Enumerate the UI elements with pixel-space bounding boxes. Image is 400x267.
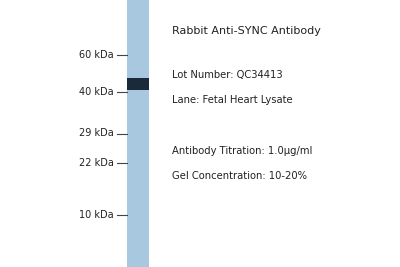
Text: Rabbit Anti-SYNC Antibody: Rabbit Anti-SYNC Antibody [172, 26, 321, 36]
Text: Lane: Fetal Heart Lysate: Lane: Fetal Heart Lysate [172, 95, 293, 105]
Text: 40 kDa: 40 kDa [79, 87, 114, 97]
Text: 29 kDa: 29 kDa [79, 128, 114, 139]
Bar [127, 78, 149, 90]
Text: Antibody Titration: 1.0µg/ml: Antibody Titration: 1.0µg/ml [172, 146, 312, 156]
Text: 10 kDa: 10 kDa [79, 210, 114, 220]
Text: Lot Number: QC34413: Lot Number: QC34413 [172, 70, 283, 80]
Bar [127, 0, 149, 267]
Text: Gel Concentration: 10-20%: Gel Concentration: 10-20% [172, 171, 307, 181]
Text: 22 kDa: 22 kDa [79, 158, 114, 168]
Text: 60 kDa: 60 kDa [79, 50, 114, 60]
